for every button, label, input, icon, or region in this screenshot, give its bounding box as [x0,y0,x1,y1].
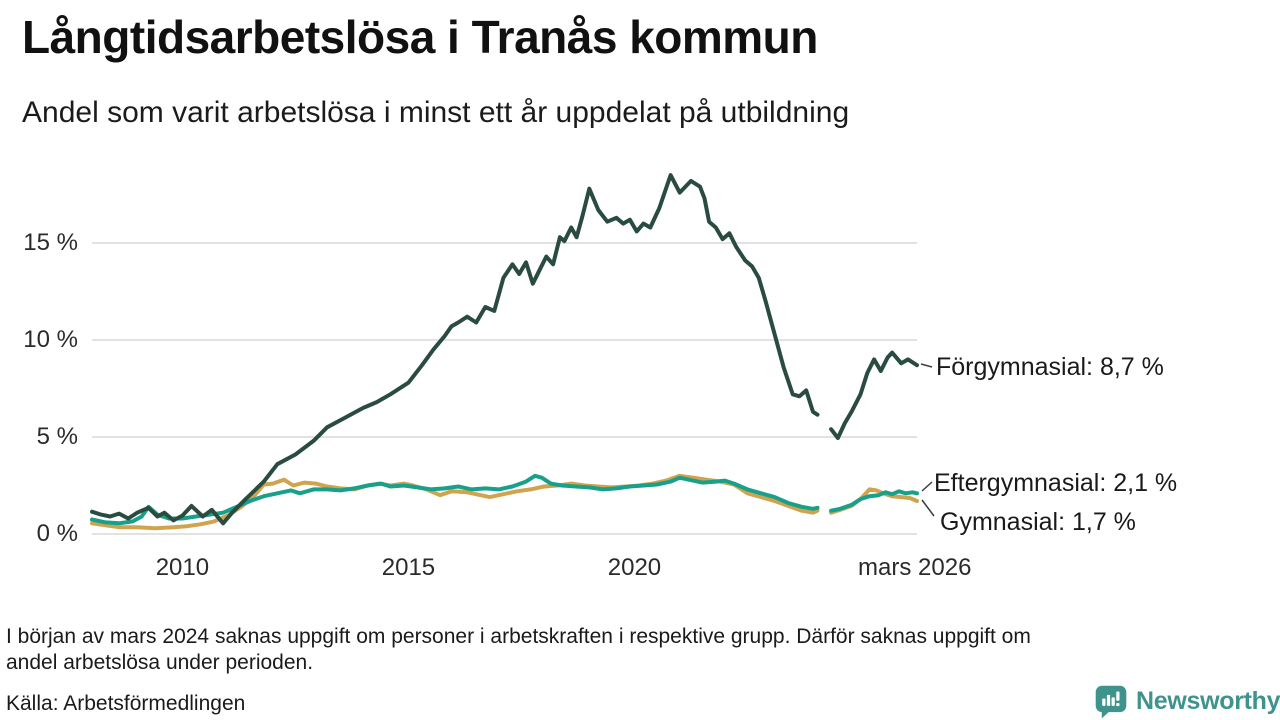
series-end-label-eftergymnasial: Eftergymnasial: 2,1 % [934,469,1178,497]
x-axis-tick-2010: 2010 [155,554,210,581]
gridlines [92,242,917,535]
chart-subtitle: Andel som varit arbetslösa i minst ett å… [22,96,850,129]
series-line-gymnasial [90,473,919,531]
y-axis-tick-0: 0 % [36,520,78,547]
branding: Newsworthy [1094,684,1280,719]
y-axis-tick-10: 10 % [23,326,78,353]
x-axis-tick-2015: 2015 [381,554,436,581]
leader-line-gymnasial [921,499,935,517]
leader-line-eftergymnasial [921,481,933,492]
newsworthy-wordmark: Newsworthy [1136,687,1280,715]
source-text: Källa: Arbetsförmedlingen [6,692,246,715]
y-axis-tick-5: 5 % [36,423,78,450]
series-end-label-forgymnasial: Förgymnasial: 8,7 % [936,353,1164,381]
y-axis-tick-15: 15 % [23,229,78,256]
series-line-forgymnasial [90,173,919,526]
leader-line-forgymnasial [920,363,933,368]
series-end-label-gymnasial: Gymnasial: 1,7 % [940,508,1136,536]
x-axis-tick-2020: 2020 [607,554,662,581]
footnote-line-1: I början av mars 2024 saknas uppgift om … [6,625,1031,648]
newsworthy-logo-icon [1095,685,1127,719]
footnote-line-2: andel arbetslösa under perioden. [6,651,314,674]
chart-title: Långtidsarbetslösa i Tranås kommun [22,11,818,63]
x-axis-tick-mars-2026: mars 2026 [858,554,972,581]
